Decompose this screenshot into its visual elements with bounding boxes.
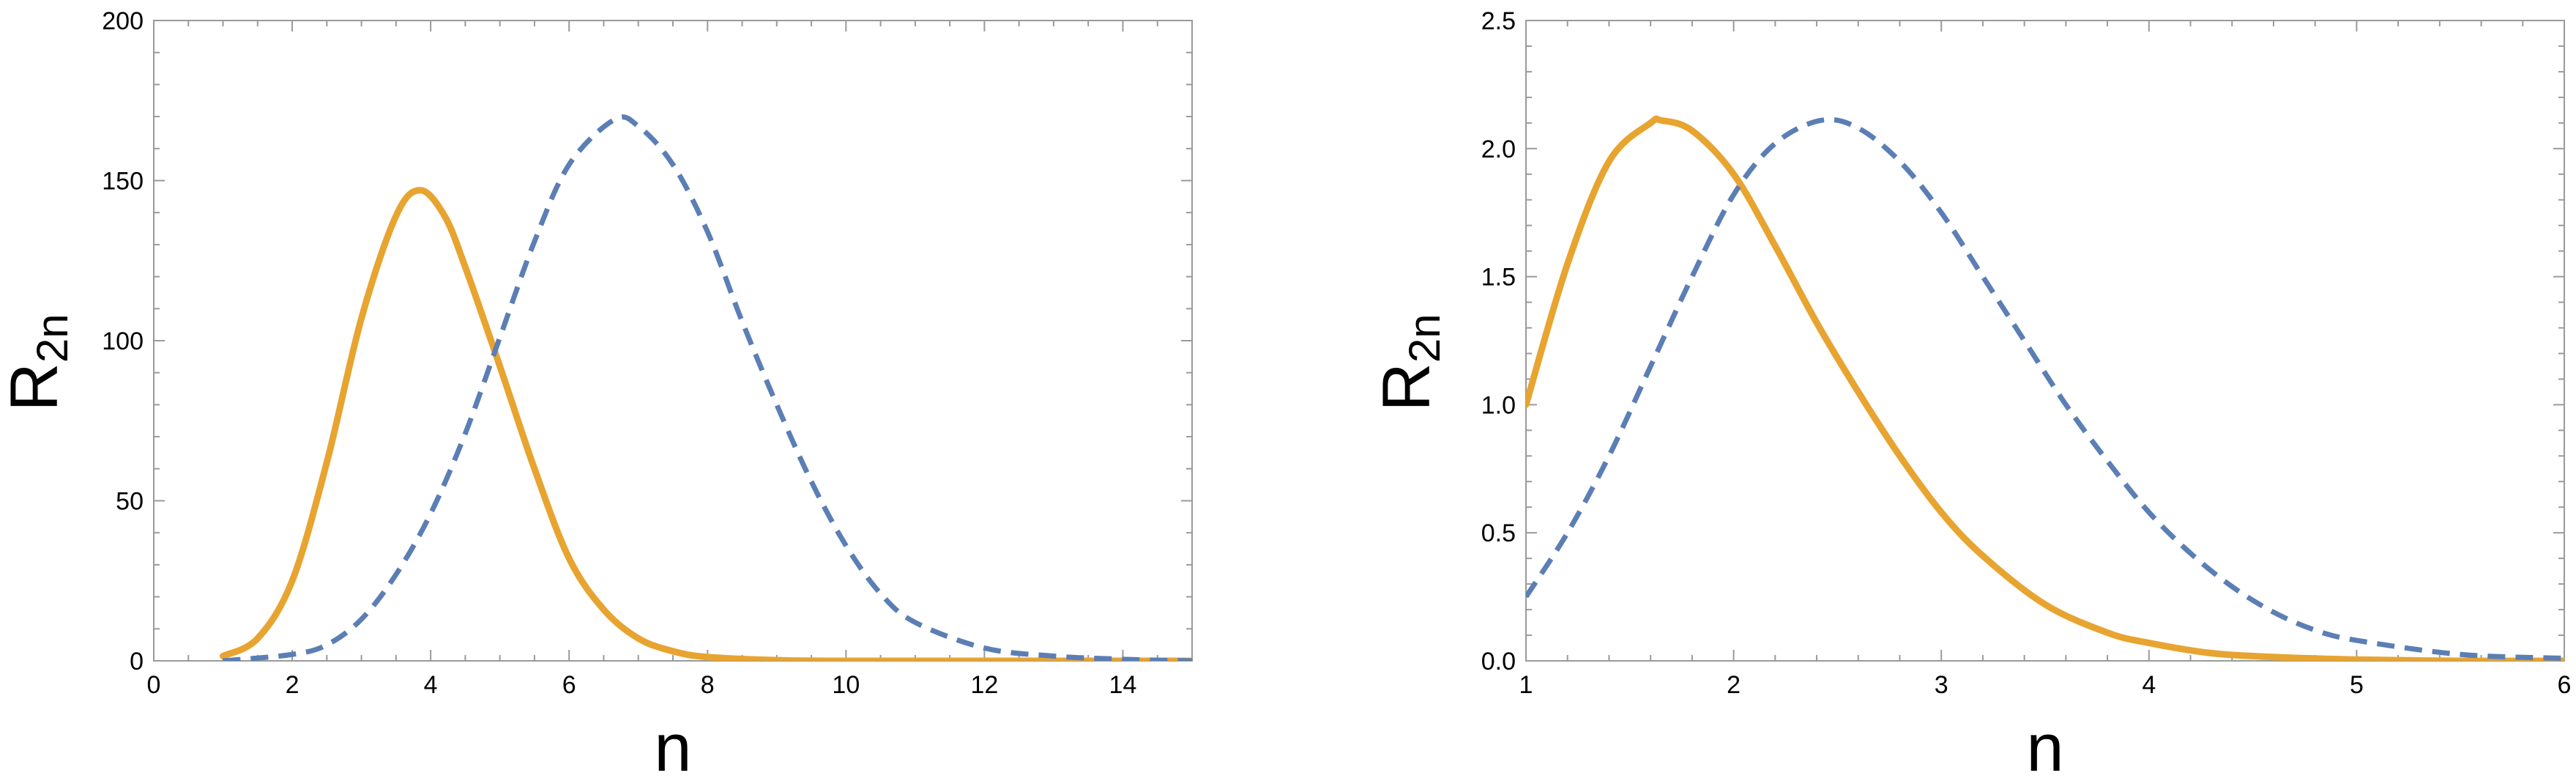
y-tick-label: 200: [102, 7, 144, 35]
chart-1: 0 2 4 6 8 10 12 14 0 50 100 150 200 n R2n: [0, 7, 1193, 781]
y-tick-label: 0.0: [1481, 648, 1516, 675]
y-tick-label: 50: [116, 488, 144, 516]
series-line-dashed: [1526, 116, 2564, 661]
y-tick-label: 2.0: [1481, 136, 1516, 163]
y-axis-title-main: R: [1369, 363, 1444, 411]
series-group: [1526, 115, 2564, 661]
y-axis-title: R2n: [1369, 314, 1449, 411]
x-tick-label: 6: [2558, 671, 2572, 699]
x-tick-label: 2: [1727, 671, 1741, 699]
x-tick-label: 4: [424, 671, 438, 699]
plot-frame: [153, 20, 1193, 662]
x-tick-label: 14: [1109, 671, 1137, 699]
y-tick-label: 150: [102, 168, 144, 196]
series-group: [220, 114, 1192, 661]
y-tick-label: 1.5: [1481, 264, 1516, 292]
y-axis-title-main: R: [0, 363, 72, 411]
y-tick-label: 1.0: [1481, 391, 1516, 419]
y-tick-label: 0: [130, 648, 144, 675]
x-tick-label: 1: [1519, 671, 1533, 699]
series-line-solid: [220, 187, 1192, 661]
x-tick-label: 2: [286, 671, 299, 699]
x-tick-label: 6: [562, 671, 576, 699]
x-tick-label: 3: [1935, 671, 1948, 699]
series-line-solid: [1526, 115, 2564, 661]
y-axis-title-sub: 2n: [1400, 314, 1449, 363]
chart-2: 1 2 3 4 5 6 0.0 0.5 1.0 1.5 2.0 2.5 n R2n: [1369, 7, 2571, 781]
series-line-dashed: [223, 114, 1192, 661]
plot-frame: [1525, 20, 2565, 662]
x-tick-label: 4: [2142, 671, 2156, 699]
x-tick-label: 5: [2350, 671, 2364, 699]
y-tick-label: 2.5: [1481, 7, 1516, 35]
x-tick-label: 12: [970, 671, 998, 699]
x-axis-title: n: [2026, 711, 2063, 781]
y-axis-title: R2n: [0, 314, 77, 411]
y-tick-label: 100: [102, 327, 144, 355]
x-tick-label: 0: [147, 671, 161, 699]
x-axis-title: n: [654, 711, 691, 781]
x-tick-label: 8: [701, 671, 715, 699]
x-tick-label: 10: [832, 671, 860, 699]
y-axis-title-sub: 2n: [28, 314, 77, 363]
y-tick-label: 0.5: [1481, 519, 1516, 547]
